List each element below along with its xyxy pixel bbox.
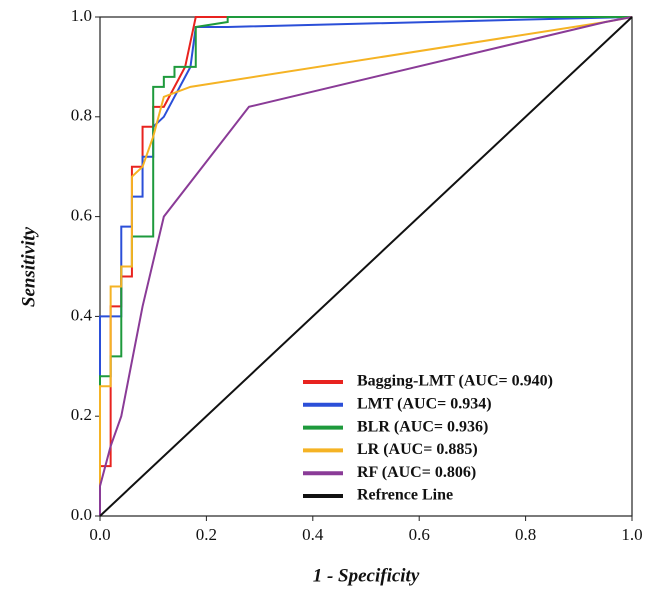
x-tick-label: 1.0	[621, 525, 642, 544]
y-tick-label: 0.4	[71, 305, 93, 324]
x-tick-label: 0.0	[89, 525, 110, 544]
legend-label: RF (AUC= 0.806)	[357, 464, 476, 481]
x-tick-label: 0.4	[302, 525, 324, 544]
legend-label: LR (AUC= 0.885)	[357, 441, 478, 458]
y-tick-label: 0.0	[71, 505, 92, 524]
roc-line	[99, 16, 633, 517]
x-tick-label: 0.8	[515, 525, 536, 544]
y-tick-label: 1.0	[71, 6, 92, 25]
x-axis-title: 1 - Specificity	[313, 565, 420, 586]
legend-label: Refrence Line	[357, 487, 453, 504]
y-tick-label: 0.2	[71, 405, 92, 424]
x-tick-label: 0.6	[409, 525, 430, 544]
legend-label: Bagging-LMT (AUC= 0.940)	[357, 373, 553, 390]
y-tick-label: 0.8	[71, 106, 92, 125]
roc-line	[99, 16, 633, 516]
legend-label: BLR (AUC= 0.936)	[357, 418, 488, 435]
x-tick-label: 0.2	[196, 525, 217, 544]
y-axis-title: Sensitivity	[18, 226, 39, 307]
y-tick-label: 0.6	[71, 206, 92, 225]
legend-label: LMT (AUC= 0.934)	[357, 395, 492, 412]
roc-line	[99, 16, 633, 516]
